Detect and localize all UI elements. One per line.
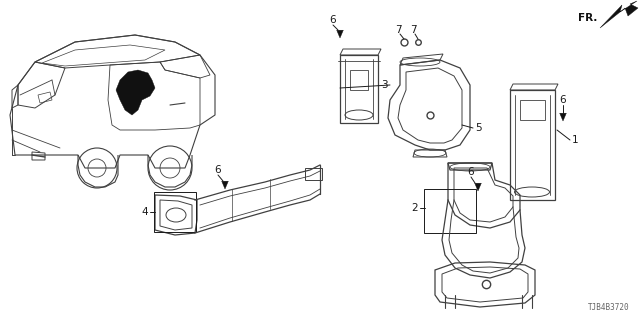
Text: 6: 6 bbox=[468, 167, 474, 177]
Text: 6: 6 bbox=[560, 95, 566, 105]
Text: 3: 3 bbox=[381, 80, 388, 90]
Polygon shape bbox=[560, 113, 566, 121]
Text: 2: 2 bbox=[412, 203, 418, 213]
Polygon shape bbox=[600, 1, 638, 28]
Text: 4: 4 bbox=[141, 207, 148, 217]
Polygon shape bbox=[337, 30, 343, 38]
Text: 6: 6 bbox=[214, 165, 221, 175]
Polygon shape bbox=[475, 183, 481, 191]
Polygon shape bbox=[221, 181, 228, 189]
Text: 5: 5 bbox=[475, 123, 482, 133]
Text: 7: 7 bbox=[395, 25, 401, 35]
Text: 1: 1 bbox=[572, 135, 579, 145]
Text: FR.: FR. bbox=[578, 13, 597, 23]
Text: 6: 6 bbox=[330, 15, 336, 25]
Text: 7: 7 bbox=[410, 25, 416, 35]
Text: TJB4B3720: TJB4B3720 bbox=[588, 303, 630, 312]
Polygon shape bbox=[116, 70, 155, 115]
